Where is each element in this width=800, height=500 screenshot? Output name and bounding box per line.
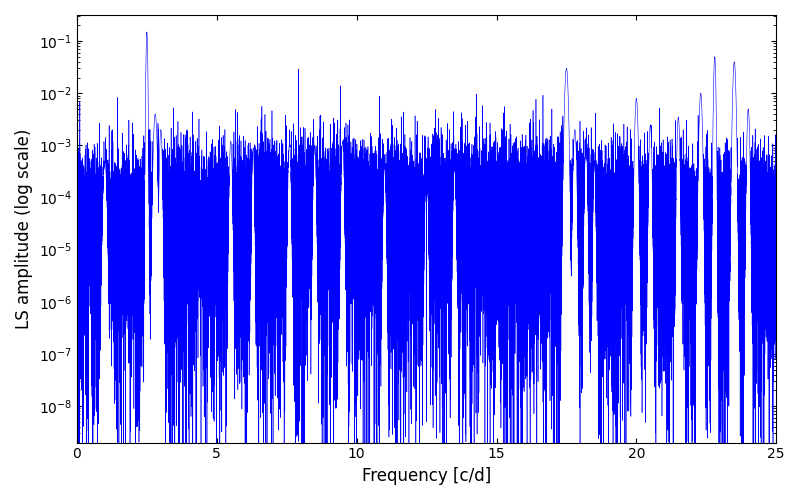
X-axis label: Frequency [c/d]: Frequency [c/d] [362,467,491,485]
Y-axis label: LS amplitude (log scale): LS amplitude (log scale) [15,128,33,329]
